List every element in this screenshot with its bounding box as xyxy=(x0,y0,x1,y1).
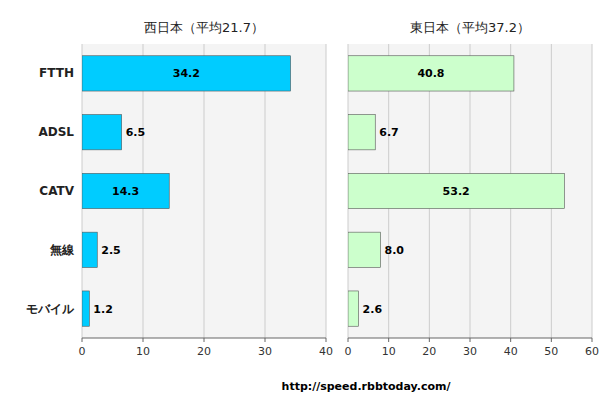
tick-label: 0 xyxy=(345,345,352,358)
data-label: 2.5 xyxy=(101,244,121,257)
tick-mark xyxy=(510,338,511,342)
tick-label: 0 xyxy=(79,345,86,358)
tick-label: 30 xyxy=(463,345,477,358)
category-label: FTTH xyxy=(39,66,74,80)
category-label: ADSL xyxy=(38,125,74,139)
panel-title: 西日本（平均21.7） xyxy=(144,20,264,35)
tick-mark xyxy=(388,338,389,342)
panel: 東日本（平均37.2） 0 10 20 30 40 50 60 40.8 6.7 53.2 8.0 2.… xyxy=(345,20,600,358)
tick-mark xyxy=(592,338,593,342)
tick-mark xyxy=(143,338,144,342)
grid-line xyxy=(326,44,327,338)
bar xyxy=(82,291,89,326)
tick-mark xyxy=(470,338,471,342)
data-label: 34.2 xyxy=(173,67,200,80)
chart-svg: 西日本（平均21.7） 0 10 20 30 40 34.2 6.5 14.3 2.5 1.2 FTT… xyxy=(0,0,610,400)
data-label: 53.2 xyxy=(443,185,470,198)
bar xyxy=(82,232,97,267)
panel: 西日本（平均21.7） 0 10 20 30 40 34.2 6.5 14.3 2.5 1.2 FTT… xyxy=(26,20,333,358)
grid-line xyxy=(592,44,593,338)
tick-label: 40 xyxy=(319,345,333,358)
annotation: http://speed.rbbtoday.com/ xyxy=(282,380,452,393)
tick-label: 30 xyxy=(258,345,272,358)
data-label: 40.8 xyxy=(417,67,444,80)
category-label: モバイル xyxy=(26,302,75,316)
tick-label: 10 xyxy=(136,345,150,358)
data-label: 8.0 xyxy=(385,244,405,257)
plot-background xyxy=(82,44,326,338)
x-axis-line xyxy=(82,338,326,339)
data-label: 2.6 xyxy=(363,303,383,316)
bar xyxy=(348,56,514,91)
tick-mark xyxy=(429,338,430,342)
data-label: 1.2 xyxy=(93,303,113,316)
bar xyxy=(82,115,122,150)
data-label: 14.3 xyxy=(112,185,139,198)
tick-mark xyxy=(551,338,552,342)
tick-label: 40 xyxy=(504,345,518,358)
bar xyxy=(348,173,564,208)
tick-label: 50 xyxy=(544,345,558,358)
bar xyxy=(82,56,291,91)
tick-mark xyxy=(265,338,266,342)
tick-mark xyxy=(204,338,205,342)
category-label: 無線 xyxy=(49,243,75,257)
bar xyxy=(82,173,169,208)
tick-mark xyxy=(82,338,83,342)
category-label: CATV xyxy=(39,184,74,198)
bar xyxy=(348,115,375,150)
tick-label: 60 xyxy=(585,345,599,358)
panel-title: 東日本（平均37.2） xyxy=(410,20,530,35)
tick-label: 10 xyxy=(382,345,396,358)
bars xyxy=(348,56,564,326)
bar xyxy=(348,291,359,326)
bar xyxy=(348,232,381,267)
tick-label: 20 xyxy=(197,345,211,358)
data-label: 6.5 xyxy=(126,126,145,139)
chart-container: 西日本（平均21.7） 0 10 20 30 40 34.2 6.5 14.3 2.5 1.2 FTT… xyxy=(0,0,610,400)
data-label: 6.7 xyxy=(379,126,399,139)
labels: 34.2 6.5 14.3 2.5 1.2 xyxy=(93,67,200,315)
labels: 40.8 6.7 53.2 8.0 2.6 xyxy=(363,67,470,315)
tick-mark xyxy=(326,338,327,342)
tick-mark xyxy=(348,338,349,342)
plot-background xyxy=(348,44,592,338)
x-axis-line xyxy=(348,338,592,339)
bars xyxy=(82,56,291,326)
tick-label: 20 xyxy=(422,345,436,358)
